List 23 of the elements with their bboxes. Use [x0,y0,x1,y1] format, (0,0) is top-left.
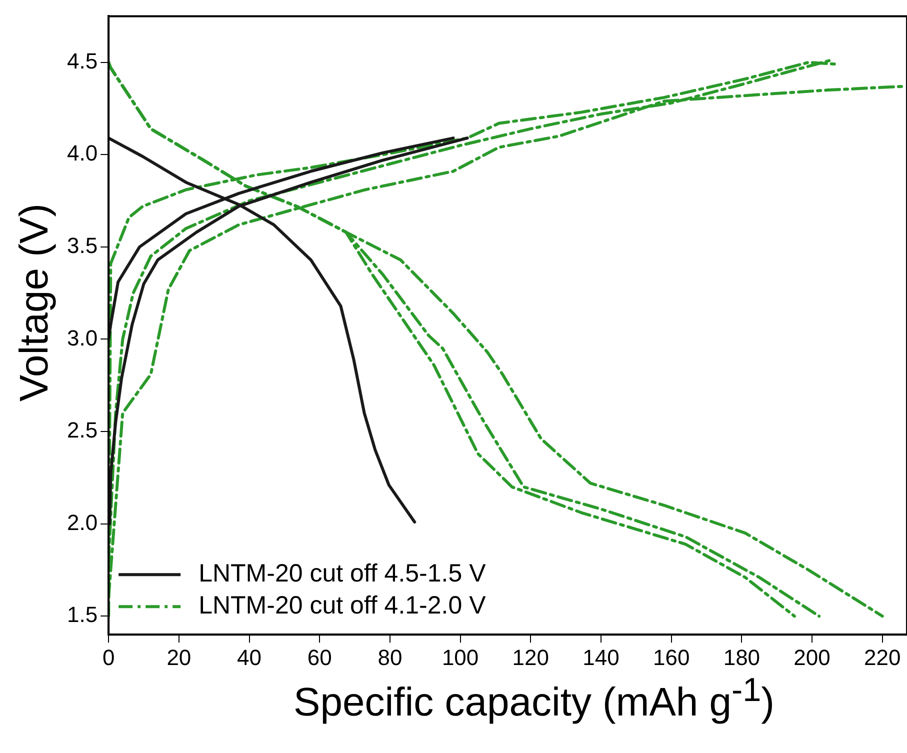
y-tick-label: 3.0 [66,325,98,350]
y-tick-label: 4.0 [66,140,98,166]
y-tick-label: 2.0 [66,510,98,535]
x-tick-label: 20 [166,644,192,670]
y-tick-label: 2.5 [66,418,98,443]
y-tick-label: 4.5 [66,48,98,74]
x-tick-label: 80 [378,644,402,670]
x-tick-label: 160 [652,644,690,670]
x-tick-label: 200 [794,644,830,670]
legend-label: LNTM-20 cut off 4.1-2.0 V [198,591,486,620]
y-tick-label: 1.5 [66,602,98,628]
x-tick-label: 220 [864,644,901,670]
legend-label: LNTM-20 cut off 4.5-1.5 V [198,559,486,588]
y-tick-label: 3.5 [66,233,98,258]
x-tick-label: 0 [102,644,115,670]
x-axis-title: Specific capacity (mAh g$^{-1}$) [292,672,776,726]
x-tick-label: 180 [723,644,760,670]
x-tick-label: 100 [442,644,479,670]
y-axis-title: Voltage (V) [12,202,58,404]
x-tick-label: 60 [307,644,332,670]
x-tick-label: 140 [582,644,620,670]
x-tick-label: 40 [237,644,262,670]
x-tick-label: 120 [512,644,550,670]
